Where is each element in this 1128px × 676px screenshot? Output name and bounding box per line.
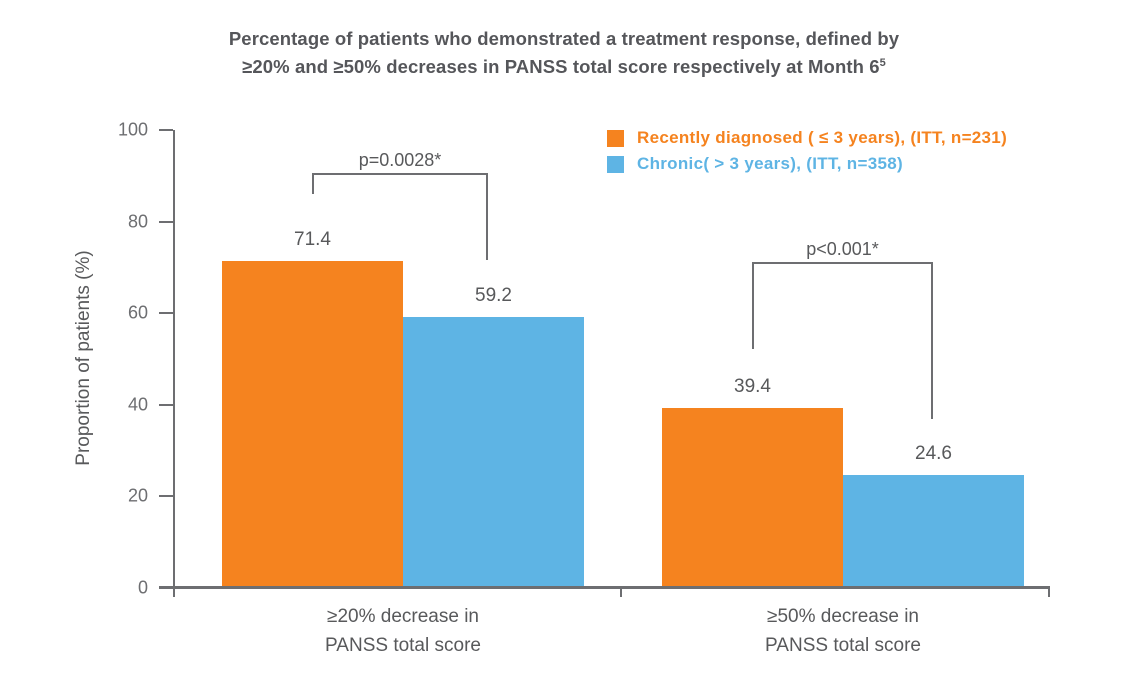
bar-recently-diagnosed-group1 bbox=[222, 260, 403, 588]
y-axis-line bbox=[173, 130, 175, 597]
y-tick-mark-60 bbox=[159, 312, 173, 315]
y-tick-mark-40 bbox=[159, 403, 173, 406]
y-tick-mark-20 bbox=[159, 495, 173, 498]
chart-title-line2: ≥20% and ≥50% decreases in PANSS total s… bbox=[0, 51, 1128, 79]
legend-item-chronic: Chronic( > 3 years), (ITT, n=358) bbox=[607, 154, 1007, 174]
p-value-label-group2: p<0.001* bbox=[806, 239, 879, 259]
x-category-label-line: ≥20% decrease in bbox=[327, 606, 479, 627]
legend-item-recently-diagnosed: Recently diagnosed ( ≤ 3 years), (ITT, n… bbox=[607, 128, 1007, 148]
y-tick-label-80: 80 bbox=[127, 211, 148, 232]
x-category-label-line: PANSS total score bbox=[325, 635, 481, 656]
x-axis-tick-right bbox=[1048, 586, 1050, 597]
x-axis-line bbox=[159, 586, 1050, 589]
significance-bracket-group1: p=0.0028* bbox=[312, 150, 488, 260]
bracket-arm-right bbox=[486, 175, 488, 260]
x-category-label-line: PANSS total score bbox=[765, 635, 921, 656]
y-tick-mark-100 bbox=[159, 129, 173, 131]
chart-title-superscript: 5 bbox=[879, 57, 886, 69]
legend-swatch-blue bbox=[607, 155, 624, 173]
chart-title-line2-text: ≥20% and ≥50% decreases in PANSS total s… bbox=[242, 56, 880, 78]
chart-title: Percentage of patients who demonstrated … bbox=[0, 26, 1128, 79]
x-category-label-line: ≥50% decrease in bbox=[767, 606, 919, 627]
legend-label-recently-diagnosed: Recently diagnosed ( ≤ 3 years), (ITT, n… bbox=[637, 128, 1008, 147]
bar-chronic-group1 bbox=[403, 316, 584, 588]
bracket-arm-left bbox=[312, 175, 314, 194]
y-tick-label-20: 20 bbox=[127, 485, 148, 506]
significance-bracket-group2: p<0.001* bbox=[752, 239, 933, 419]
bracket-arm-right bbox=[931, 264, 933, 419]
y-tick-mark-80 bbox=[159, 220, 173, 223]
bar-value-label: 71.4 bbox=[294, 228, 331, 250]
legend-swatch-orange bbox=[607, 129, 624, 147]
x-category-label-group2: ≥50% decrease in PANSS total score bbox=[765, 602, 921, 660]
bracket-arm-left bbox=[752, 264, 754, 349]
chart-title-line1: Percentage of patients who demonstrated … bbox=[228, 28, 900, 49]
bar-value-label: 24.6 bbox=[915, 443, 952, 465]
p-value-label-group1: p=0.0028* bbox=[358, 150, 442, 170]
y-tick-label-100: 100 bbox=[117, 119, 148, 140]
y-tick-label-40: 40 bbox=[127, 394, 148, 415]
y-tick-label-60: 60 bbox=[127, 302, 148, 323]
legend: Recently diagnosed ( ≤ 3 years), (ITT, n… bbox=[607, 128, 1007, 180]
y-axis-label: Proportion of patients (%) bbox=[73, 250, 94, 466]
x-category-label-group1: ≥20% decrease in PANSS total score bbox=[325, 602, 481, 660]
bar-recently-diagnosed-group2 bbox=[662, 407, 843, 588]
y-tick-label-0: 0 bbox=[137, 577, 148, 598]
bar-chronic-group2 bbox=[843, 475, 1024, 588]
bar-value-label: 39.4 bbox=[734, 375, 771, 397]
bar-value-label: 59.2 bbox=[475, 284, 512, 306]
x-axis-tick-mid bbox=[620, 586, 622, 597]
legend-label-chronic: Chronic( > 3 years), (ITT, n=358) bbox=[637, 154, 903, 173]
